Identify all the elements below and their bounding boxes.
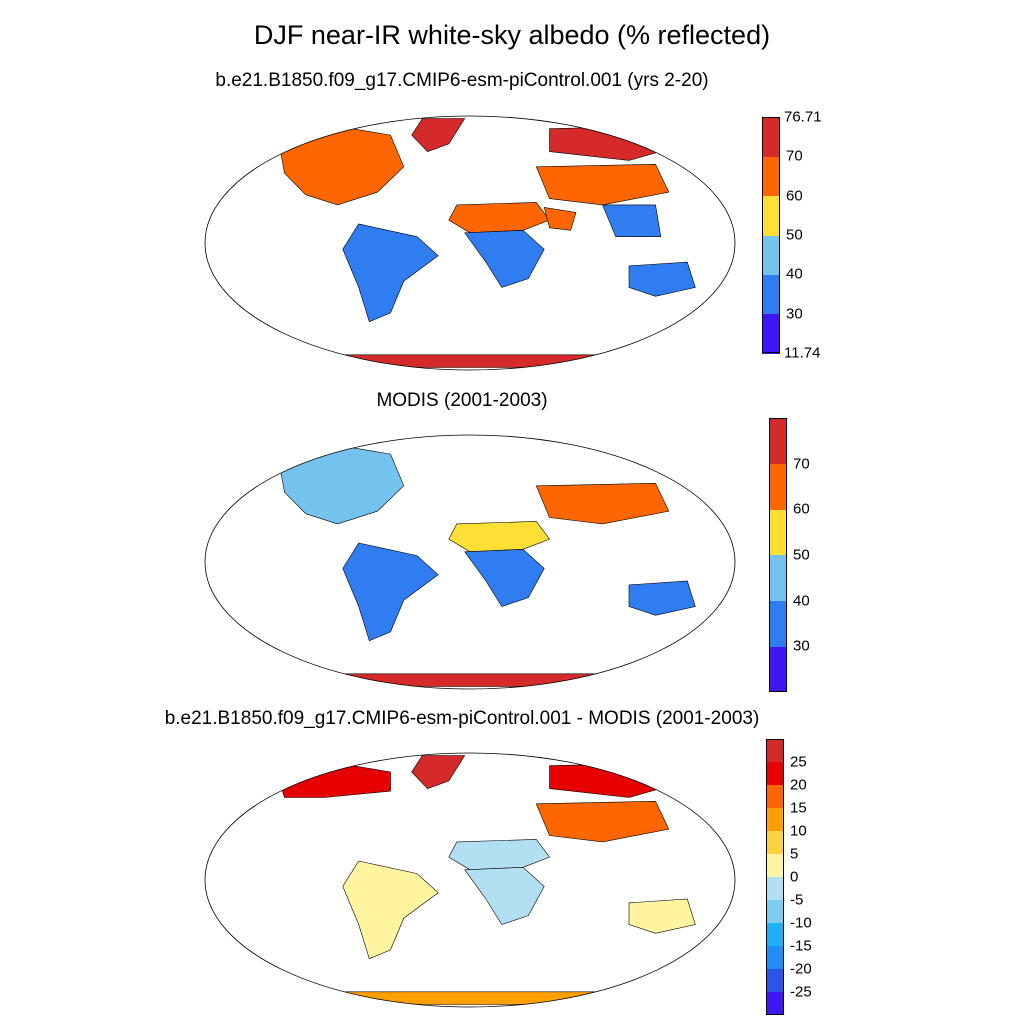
colorbar-tick-label: -5 — [790, 891, 804, 909]
colorbar-segment — [766, 900, 784, 923]
colorbar-tick-label: 70 — [786, 147, 803, 165]
colorbar-segment — [762, 235, 780, 275]
colorbar-tick-label: -20 — [790, 960, 812, 978]
colorbar-segment — [766, 946, 784, 969]
colorbar-tick-label: 70 — [793, 455, 810, 473]
colorbar-segment — [766, 785, 784, 808]
colorbar-segment — [766, 877, 784, 900]
region-australia — [628, 898, 696, 934]
colorbar-tick-label: -15 — [790, 937, 812, 955]
colorbar-tick-label: 40 — [786, 265, 803, 283]
colorbar-segment — [762, 274, 780, 315]
region-arabia — [543, 207, 577, 231]
region-south-america — [342, 542, 439, 642]
colorbar-segment — [766, 992, 784, 1015]
colorbar-segment — [769, 600, 787, 647]
colorbar-segment — [766, 831, 784, 854]
colorbar-tick-label: 5 — [790, 845, 799, 863]
colorbar-segment — [766, 808, 784, 831]
colorbar-segment — [762, 156, 780, 197]
colorbar-segment — [769, 509, 787, 556]
colorbar-tick-label: 60 — [793, 500, 810, 518]
region-central-africa — [464, 866, 545, 925]
colorbar-segment — [769, 463, 787, 510]
colorbar-segment — [766, 969, 784, 992]
map-boundary — [204, 434, 736, 690]
region-arctic-siberia — [549, 762, 689, 798]
colorbar-tick-label: 60 — [786, 187, 803, 205]
region-canada — [278, 444, 405, 525]
colorbar-segment — [766, 854, 784, 877]
colorbar-tick-label: 40 — [793, 592, 810, 610]
region-australia — [628, 580, 696, 616]
colorbar-tick-label: 25 — [790, 753, 807, 771]
colorbar-segment — [766, 762, 784, 785]
colorbar-segment — [762, 117, 780, 157]
panel-3-title: b.e21.B1850.f09_g17.CMIP6-esm-piControl.… — [164, 708, 760, 729]
region-antarctica — [310, 991, 630, 1005]
colorbar-panel-1: 30 40 50 60 70 76.71 11.74 — [762, 109, 822, 362]
region-canada-northern-us — [278, 125, 405, 206]
colorbar-tick-label: 30 — [793, 637, 810, 655]
colorbar-segment — [762, 313, 780, 354]
region-central-africa — [464, 229, 545, 288]
region-central-asia — [535, 800, 670, 843]
colorbar-segment — [766, 739, 784, 762]
colorbar-max-label: 76.71 — [784, 108, 822, 126]
region-central-asia — [535, 163, 670, 206]
region-greenland — [411, 755, 466, 789]
colorbar-panel-3: -25 -20 -15 -10 -5 0 5 10 15 20 25 — [766, 739, 812, 1015]
colorbar-tick-label: 50 — [786, 226, 803, 244]
map-boundary — [204, 752, 736, 1008]
panel-1-title: b.e21.B1850.f09_g17.CMIP6-esm-piControl.… — [215, 70, 709, 91]
colorbar-segment — [766, 923, 784, 946]
colorbar-panel-2: 30 40 50 60 70 — [769, 418, 810, 693]
colorbar-tick-label: 20 — [790, 776, 807, 794]
colorbar-min-label: 11.74 — [784, 344, 821, 362]
colorbar-segment — [769, 646, 787, 693]
region-central-asia — [535, 482, 670, 525]
colorbar-segment — [769, 555, 787, 601]
colorbar-tick-label: 10 — [790, 822, 807, 840]
colorbar-tick-label: -25 — [790, 983, 812, 1001]
colorbar-tick-label: 50 — [793, 546, 810, 564]
colorbar-tick-label: 15 — [790, 799, 807, 817]
colorbar-segment — [762, 195, 780, 236]
map-boundary — [204, 115, 736, 371]
region-sahara — [448, 839, 550, 871]
region-greenland — [411, 118, 466, 152]
region-south-america — [342, 223, 439, 323]
region-south-america — [342, 860, 439, 960]
colorbar-segment — [769, 418, 787, 464]
region-australia — [628, 261, 696, 297]
colorbar-tick-label: 30 — [786, 305, 803, 323]
region-southeast-asia — [602, 204, 662, 237]
region-central-africa — [464, 548, 545, 607]
main-title: DJF near-IR white-sky albedo (% reflecte… — [253, 20, 771, 50]
colorbar-tick-label: -10 — [790, 914, 812, 932]
panel-2-title: MODIS (2001-2003) — [376, 390, 548, 411]
colorbar-tick-label: 0 — [790, 868, 799, 886]
region-northern-canada — [278, 762, 391, 798]
